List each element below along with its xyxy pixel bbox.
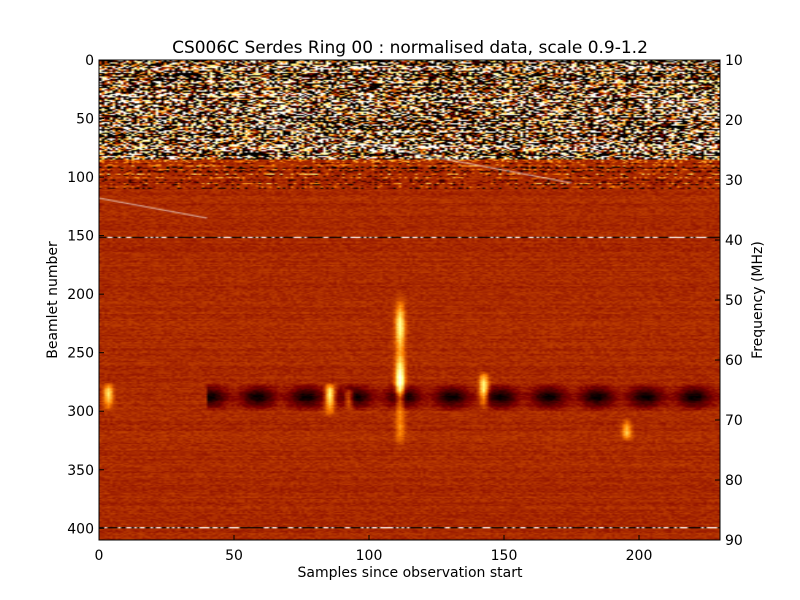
y-tick-label: 0 — [85, 53, 94, 69]
y-right-tick-label: 30 — [725, 173, 743, 189]
y-right-tick-label: 10 — [725, 53, 743, 69]
y-tick-label: 300 — [67, 404, 94, 420]
y-axis-left: 0 50 100 150 200 250 300 350 400 — [67, 53, 104, 537]
y-right-tick-label: 90 — [725, 533, 743, 549]
heatmap-image — [99, 60, 720, 540]
y-right-tick-label: 20 — [725, 113, 743, 129]
y-right-tick-label: 40 — [725, 233, 743, 249]
y-tick-label: 150 — [67, 229, 94, 245]
y-right-tick-label: 70 — [725, 413, 743, 429]
chart-title: CS006C Serdes Ring 00 : normalised data,… — [172, 38, 648, 58]
y-axis-label: Beamlet number — [45, 241, 61, 359]
y-tick-label: 100 — [67, 170, 94, 186]
y-tick-label: 250 — [67, 346, 94, 362]
x-tick-label: 0 — [95, 548, 104, 564]
x-axis-label: Samples since observation start — [298, 565, 523, 581]
x-tick-label: 100 — [356, 548, 383, 564]
y-tick-label: 400 — [67, 521, 94, 537]
y-axis-right-label: Frequency (MHz) — [750, 241, 766, 359]
y-right-tick-label: 50 — [725, 293, 743, 309]
y-right-tick-label: 60 — [725, 353, 743, 369]
y-right-tick-label: 80 — [725, 473, 743, 489]
y-tick-label: 350 — [67, 463, 94, 479]
plot-area — [99, 60, 720, 540]
x-axis: 0 50 100 150 200 — [95, 60, 653, 564]
y-axis-right: 10 20 30 40 50 60 70 80 90 — [715, 53, 743, 549]
y-tick-label: 50 — [76, 112, 94, 128]
x-tick-label: 50 — [225, 548, 243, 564]
x-tick-label: 200 — [626, 548, 653, 564]
x-tick-label: 150 — [491, 548, 518, 564]
y-tick-label: 200 — [67, 287, 94, 303]
